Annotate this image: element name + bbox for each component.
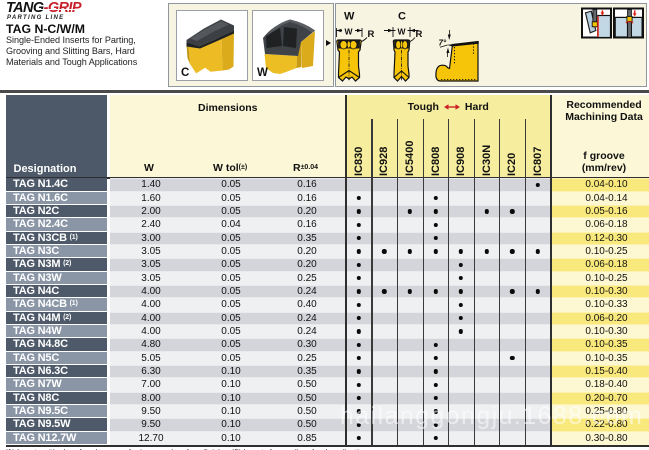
svg-text:C: C <box>398 11 406 23</box>
svg-text:R: R <box>368 29 375 40</box>
svg-text:7°: 7° <box>439 39 447 48</box>
svg-text:R: R <box>416 29 423 40</box>
svg-text:W: W <box>344 11 355 23</box>
svg-text:W: W <box>345 27 354 37</box>
svg-text:W: W <box>398 27 407 37</box>
